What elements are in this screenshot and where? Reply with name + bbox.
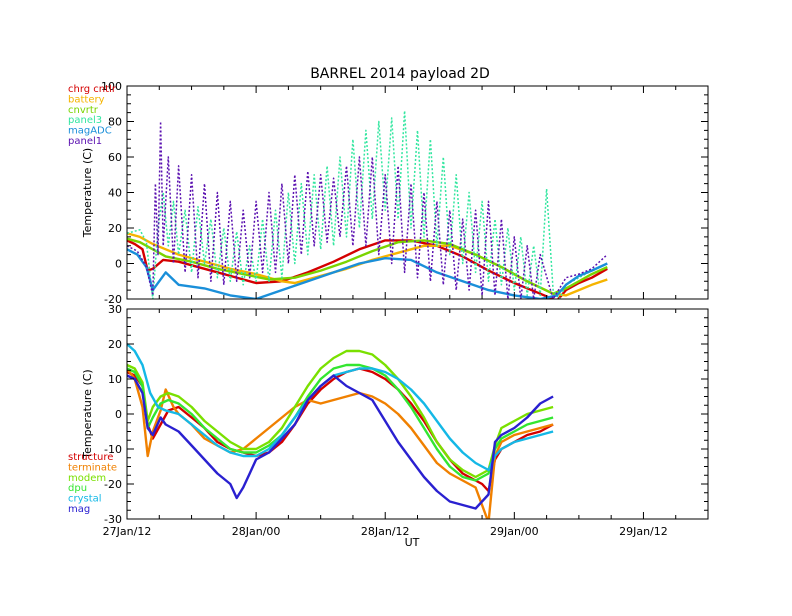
- bottom-series-group: [127, 343, 554, 519]
- top-y-tick-label: 60: [108, 151, 122, 164]
- top-legend-chrg-cntlr: chrg cntlr: [68, 84, 117, 95]
- bottom-legend-modem: modem: [68, 473, 106, 484]
- bottom-y-tick-label: 10: [108, 373, 122, 386]
- bottom-legend-terminate: terminate: [68, 462, 117, 473]
- bottom-y-axis-label: Temperature (C): [81, 369, 94, 459]
- bottom-y-tick-label: 0: [115, 408, 122, 421]
- top-y-tick-label: 80: [108, 116, 122, 129]
- bottom-y-tick-label: 20: [108, 338, 122, 351]
- bottom-legend-crystal: crystal: [68, 494, 102, 505]
- bottom-series-dpu-line: [127, 363, 554, 482]
- bottom-y-tick-label: -10: [104, 443, 122, 456]
- top-y-tick-label: 0: [115, 258, 122, 271]
- top-series-magADC-line: [127, 248, 608, 299]
- top-series-chrg-cntlr-line: [127, 239, 608, 299]
- top-legend-battery: battery: [68, 94, 105, 105]
- top-legend-magADC: magADC: [68, 126, 112, 137]
- top-y-axis-label: Temperature (C): [81, 148, 94, 238]
- bottom-series-modem-line: [127, 349, 554, 479]
- top-y-tick-label: 40: [108, 187, 122, 200]
- x-tick-label: 28Jan/00: [232, 525, 281, 538]
- bottom-legend-structure: structure: [68, 452, 113, 463]
- top-series-panel3-line: [127, 110, 608, 299]
- top-y-tick-label: 20: [108, 222, 122, 235]
- top-panel: -20 0 20 40 60 80 100 Temperature (C) chrg cntlr…: [68, 80, 709, 306]
- x-tick-label: 27Jan/12: [103, 525, 152, 538]
- top-legend-panel1: panel1: [68, 136, 102, 147]
- bottom-series-terminate-line: [127, 367, 554, 519]
- top-series-cnvrtr-line: [127, 237, 608, 295]
- top-y-tick-label: 100: [101, 80, 122, 93]
- top-y-tick-label: -20: [104, 293, 122, 306]
- bottom-panel: -30 -20 -10 0 10 20 30 27Jan/12 28Jan/00 28Jan/12…: [68, 303, 709, 538]
- x-tick-label: 29Jan/12: [619, 525, 668, 538]
- top-series-panel1-line: [127, 120, 608, 299]
- top-series-group: [127, 110, 608, 299]
- top-legend-cnvrtr: cnvrtr: [68, 105, 99, 116]
- bottom-legend-mag: mag: [68, 504, 90, 515]
- bottom-series-mag-line: [127, 374, 554, 510]
- x-tick-label: 28Jan/12: [361, 525, 410, 538]
- chart-title: BARREL 2014 payload 2D: [310, 66, 490, 82]
- bottom-y-tick-label: -30: [104, 513, 122, 526]
- top-legend-panel3: panel3: [68, 115, 102, 126]
- bottom-series-structure-line: [127, 367, 554, 493]
- x-axis-label: UT: [405, 536, 420, 549]
- bottom-y-tick-label: -20: [104, 478, 122, 491]
- bottom-legend-dpu: dpu: [68, 483, 87, 494]
- x-tick-label: 29Jan/00: [490, 525, 539, 538]
- bottom-y-tick-label: 30: [108, 303, 122, 316]
